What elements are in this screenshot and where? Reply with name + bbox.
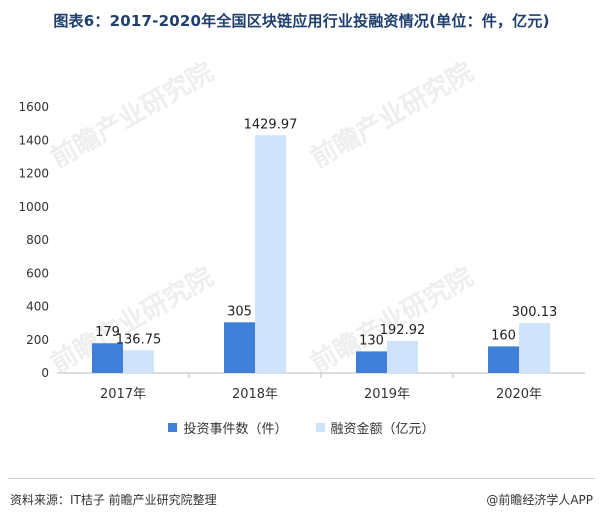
legend-label-financing-amount: 融资金额（亿元） <box>330 422 435 437</box>
y-tick-label: 1000 <box>18 200 49 214</box>
bar <box>519 323 550 373</box>
y-tick-label: 1600 <box>18 100 49 114</box>
bar <box>387 340 418 373</box>
data-label: 192.92 <box>380 323 426 338</box>
chart-title: 图表6：2017-2020年全国区块链应用行业投融资情况(单位：件，亿元) <box>53 12 550 30</box>
data-label: 136.75 <box>116 332 162 347</box>
bar <box>488 346 519 373</box>
data-label: 179 <box>95 325 120 340</box>
data-label: 305 <box>227 304 252 319</box>
legend-swatch-investment-count <box>168 423 178 432</box>
chart-legend: 投资事件数（件） 融资金额（亿元） <box>0 418 603 437</box>
data-label: 300.13 <box>512 305 558 320</box>
data-label: 130 <box>359 333 384 348</box>
x-tick-label: 2020年 <box>496 387 542 402</box>
bar <box>224 322 255 373</box>
y-tick-label: 1400 <box>18 133 49 147</box>
brand-label: @前瞻经济学人APP <box>486 493 593 507</box>
y-tick-label: 0 <box>41 366 49 380</box>
y-tick-label: 400 <box>26 300 49 314</box>
bar <box>92 343 123 373</box>
legend-item-financing-amount: 融资金额（亿元） <box>315 418 435 437</box>
legend-item-investment-count: 投资事件数（件） <box>168 418 288 437</box>
data-label: 160 <box>491 328 516 343</box>
legend-swatch-financing-amount <box>315 423 325 432</box>
y-tick-label: 200 <box>26 333 49 347</box>
y-tick-label: 800 <box>26 233 49 247</box>
y-tick-label: 600 <box>26 266 49 280</box>
source-note: 资料来源：IT桔子 前瞻产业研究院整理 <box>10 493 217 507</box>
legend-label-investment-count: 投资事件数（件） <box>183 422 288 437</box>
x-tick-label: 2017年 <box>100 387 146 402</box>
y-tick-label: 1200 <box>18 167 49 181</box>
x-tick-label: 2019年 <box>364 387 410 402</box>
bar <box>123 350 154 373</box>
bar <box>255 135 286 373</box>
data-label: 1429.97 <box>244 117 298 132</box>
bar <box>356 351 387 373</box>
x-tick-label: 2018年 <box>232 387 278 402</box>
footer-divider <box>8 478 595 479</box>
